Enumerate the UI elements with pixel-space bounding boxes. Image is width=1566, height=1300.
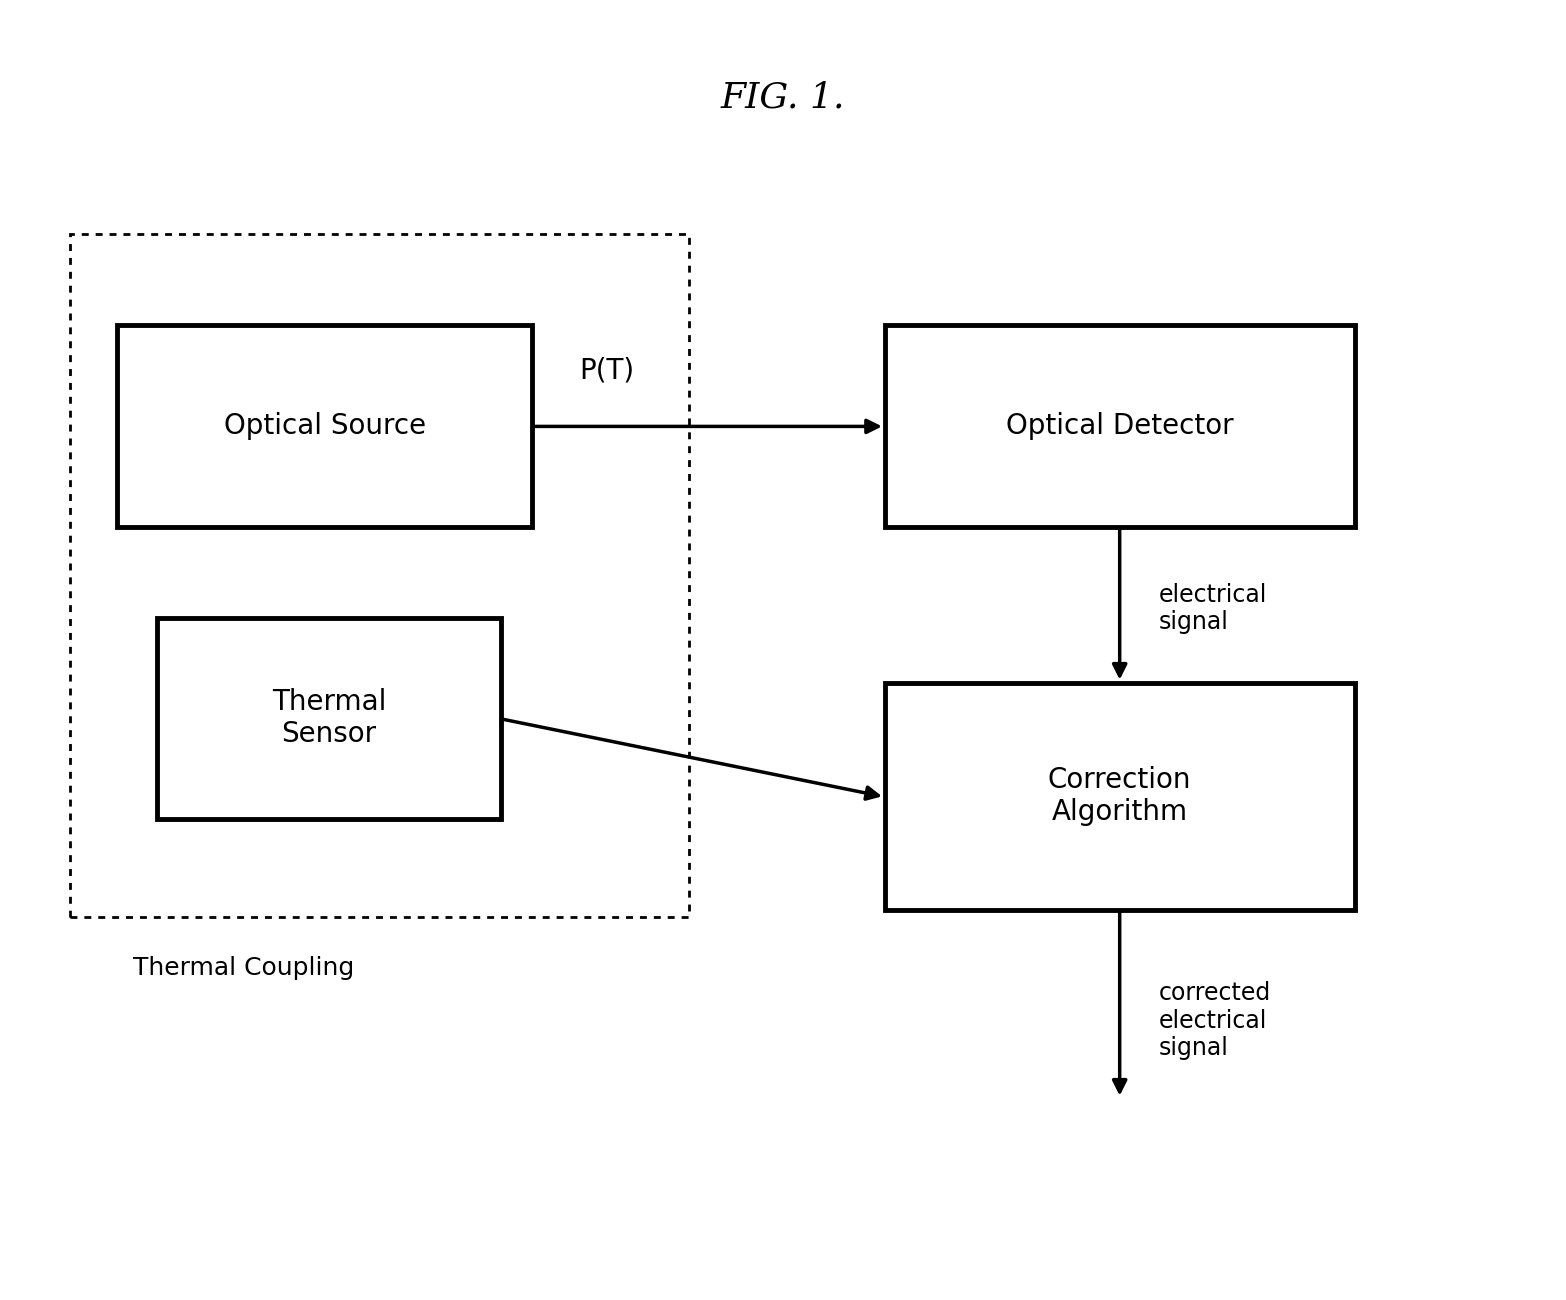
Text: Thermal Coupling: Thermal Coupling xyxy=(133,957,354,980)
Text: Correction
Algorithm: Correction Algorithm xyxy=(1048,766,1192,827)
Text: Optical Detector: Optical Detector xyxy=(1005,412,1234,439)
Bar xyxy=(70,234,689,916)
Text: Optical Source: Optical Source xyxy=(224,412,426,439)
Text: Thermal
Sensor: Thermal Sensor xyxy=(271,688,387,749)
Text: electrical
signal: electrical signal xyxy=(1159,582,1267,634)
Bar xyxy=(885,682,1355,910)
Text: corrected
electrical
signal: corrected electrical signal xyxy=(1159,980,1272,1061)
Bar xyxy=(117,325,532,526)
Bar xyxy=(157,618,501,819)
Text: FIG. 1.: FIG. 1. xyxy=(720,81,846,114)
Bar xyxy=(885,325,1355,526)
Text: P(T): P(T) xyxy=(579,356,634,385)
